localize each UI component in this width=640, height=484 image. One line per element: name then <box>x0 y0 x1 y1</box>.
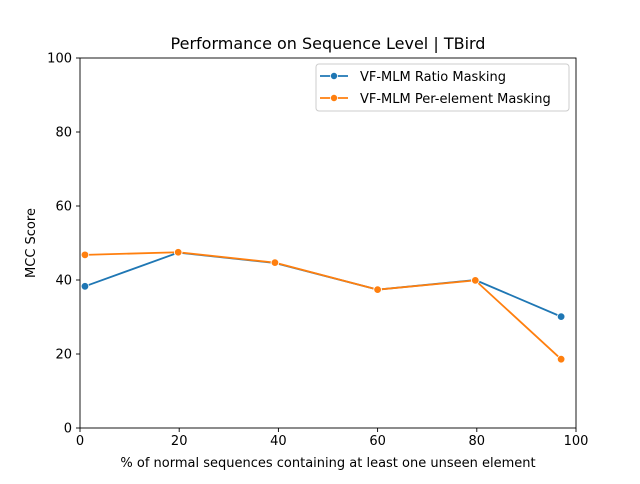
plot-area-frame <box>79 57 577 429</box>
y-axis-ticks: 0 20 40 60 80 100 <box>47 52 80 437</box>
data-point-series-1 <box>174 248 183 257</box>
series-layer <box>80 248 566 364</box>
x-axis-label: % of normal sequences containing at leas… <box>120 456 535 471</box>
data-point-series-0 <box>556 312 566 321</box>
x-tick-label: 80 <box>469 434 486 449</box>
y-axis-label: MCC Score <box>24 208 39 278</box>
x-tick-label: 20 <box>171 434 188 449</box>
y-tick-label: 40 <box>55 274 72 289</box>
series-line-1 <box>84 251 562 360</box>
data-point-series-1 <box>270 258 280 267</box>
data-point-series-1 <box>471 276 480 285</box>
data-point-series-1 <box>373 285 382 294</box>
legend-marker-ratio <box>329 72 338 81</box>
x-tick-label: 0 <box>76 434 84 449</box>
x-tick-label: 40 <box>270 434 287 449</box>
y-tick-label: 0 <box>64 422 72 437</box>
x-tick-label: 60 <box>369 434 386 449</box>
chart-title: Performance on Sequence Level | TBird <box>171 34 486 53</box>
legend: VF-MLM Ratio Masking VF-MLM Per-element … <box>315 63 570 112</box>
y-tick-label: 20 <box>55 348 72 363</box>
legend-label-ratio: VF-MLM Ratio Masking <box>360 70 506 85</box>
y-tick-label: 60 <box>55 200 72 215</box>
data-point-series-1 <box>80 250 90 260</box>
legend-box <box>315 63 570 112</box>
data-point-series-1 <box>556 354 566 364</box>
x-axis-ticks: 0 20 40 60 80 100 <box>76 428 589 449</box>
data-point-series-0 <box>80 282 90 291</box>
x-tick-label: 100 <box>564 434 589 449</box>
y-tick-label: 100 <box>47 52 72 67</box>
y-tick-label: 80 <box>55 126 72 141</box>
legend-marker-per-element <box>329 94 338 103</box>
legend-label-per-element: VF-MLM Per-element Masking <box>360 92 551 107</box>
